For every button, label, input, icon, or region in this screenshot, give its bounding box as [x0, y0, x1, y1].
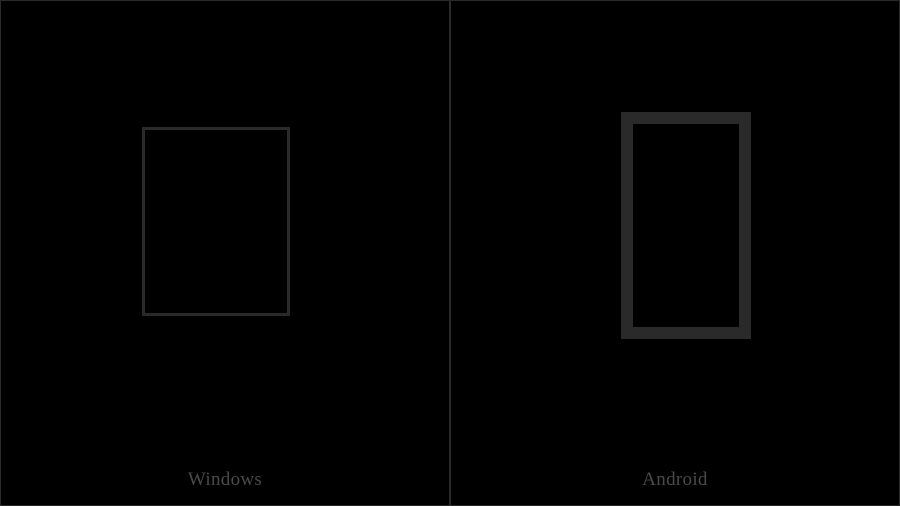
panel-android: Android	[450, 0, 900, 506]
glyph-placeholder-android	[621, 112, 751, 339]
glyph-placeholder-windows	[142, 127, 290, 316]
panel-windows: Windows	[0, 0, 450, 506]
platform-label-android: Android	[642, 469, 707, 491]
platform-label-windows: Windows	[188, 469, 262, 491]
